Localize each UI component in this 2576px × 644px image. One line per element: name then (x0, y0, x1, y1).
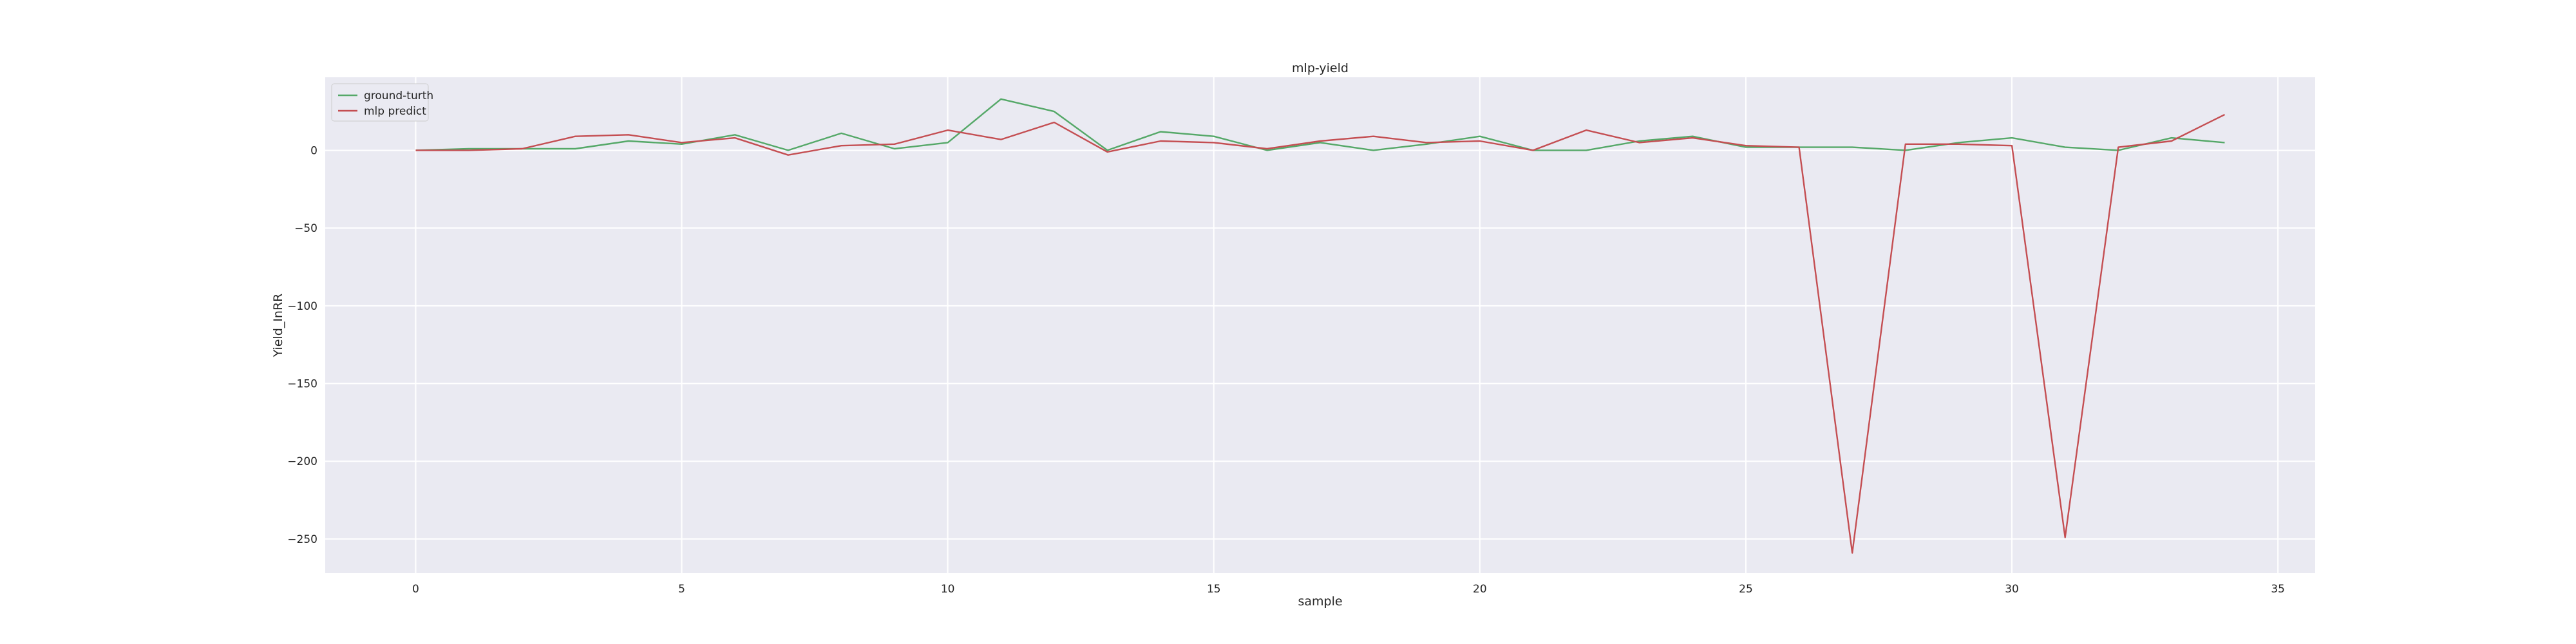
legend: ground-turth mlp predict (331, 83, 433, 122)
legend-box (331, 83, 429, 122)
chart-title: mlp-yield (1292, 61, 1349, 75)
y-tick-label: −200 (287, 455, 317, 468)
tick-labels: 0 5 10 15 20 25 30 35 0 −50 −100 −150 −200 −250 (287, 144, 2285, 596)
legend-entry: mlp predict (364, 105, 426, 118)
legend-entry: ground-turth (364, 90, 433, 102)
x-tick-label: 5 (678, 583, 685, 596)
x-tick-label: 10 (941, 583, 955, 596)
series-line-ground-truth (415, 98, 2225, 151)
grid-lines (325, 77, 2315, 573)
x-axis-label: sample (1298, 594, 1342, 609)
y-tick-label: −100 (287, 300, 317, 313)
x-tick-label: 30 (2005, 583, 2019, 596)
y-axis-label: Yield_InRR (271, 294, 285, 358)
x-tick-label: 20 (1473, 583, 1487, 596)
series-line-mlp-predict (415, 113, 2226, 554)
series-lines (415, 98, 2226, 554)
plot-area (325, 77, 2315, 573)
y-tick-label: 0 (310, 144, 317, 157)
x-tick-label: 25 (1739, 583, 1753, 596)
x-tick-label: 15 (1207, 583, 1221, 596)
y-tick-label: −50 (294, 222, 317, 235)
y-tick-label: −250 (287, 533, 317, 546)
x-tick-label: 0 (412, 583, 419, 596)
x-tick-label: 35 (2271, 583, 2285, 596)
y-tick-label: −150 (287, 378, 317, 391)
